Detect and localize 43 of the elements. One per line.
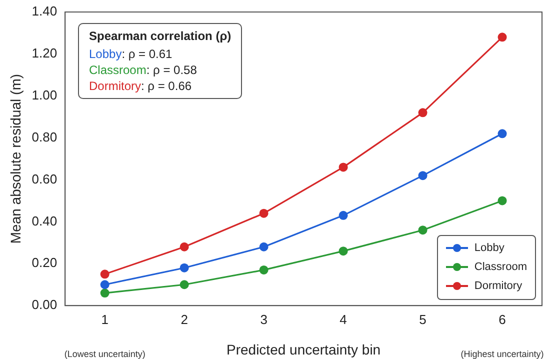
- x-tick-label: 6: [498, 312, 506, 327]
- x-axis-title: Predicted uncertainty bin: [226, 341, 381, 358]
- point: [338, 246, 348, 256]
- point: [180, 263, 189, 272]
- point: [418, 108, 428, 118]
- point: [100, 280, 110, 290]
- x-tick-label: 3: [260, 312, 268, 327]
- text: (Highest uncertainty): [460, 349, 544, 359]
- x-tick-label: 2: [180, 312, 188, 327]
- y-axis-title: Mean absolute residual (m): [7, 74, 24, 244]
- point: [498, 32, 507, 42]
- point: [498, 129, 507, 138]
- point: [498, 196, 507, 206]
- y-tick-label: 1.40: [32, 4, 58, 19]
- x-tick-label: 4: [340, 312, 347, 327]
- point: [259, 208, 268, 218]
- point: [338, 162, 348, 172]
- point: [100, 270, 110, 279]
- y-tick-label: 0.20: [32, 255, 58, 270]
- annotation: Lobby: ρ = 0.61: [89, 46, 174, 62]
- point: [259, 242, 268, 252]
- annotation: Classroom: ρ = 0.58: [89, 62, 198, 78]
- point: [338, 210, 348, 220]
- y-tick-label: 0.00: [32, 297, 58, 312]
- y-tick-label: 1.00: [32, 87, 58, 102]
- y-tick-label: 0.80: [32, 129, 58, 144]
- point: [259, 265, 268, 274]
- annotation: Dormitory: ρ = 0.66: [89, 78, 193, 94]
- point: [180, 242, 189, 252]
- point: [180, 280, 189, 290]
- y-tick-label: 1.20: [32, 46, 58, 61]
- x-tick-label: 5: [419, 312, 426, 327]
- text: (Lowest uncertainty): [64, 349, 146, 359]
- legend-label: Lobby: [473, 240, 506, 256]
- legend-label: Classroom: [473, 260, 527, 275]
- legend-label: Dormitory: [473, 278, 524, 294]
- point: [418, 226, 428, 235]
- y-tick-label: 0.40: [32, 213, 58, 228]
- point: [418, 171, 428, 180]
- annotation: Spearman correlation (ρ): [89, 28, 232, 44]
- y-tick-label: 0.60: [32, 171, 58, 186]
- x-tick-label: 1: [101, 312, 108, 327]
- point: [100, 288, 110, 298]
